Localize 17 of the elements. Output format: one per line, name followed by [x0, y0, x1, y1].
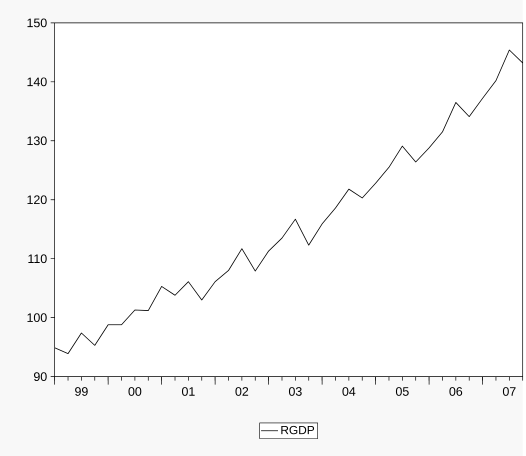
x-tick-label: 05 [396, 387, 409, 396]
x-tick-label: 99 [75, 387, 88, 396]
x-tick-label: 00 [128, 387, 142, 396]
x-tick-label: 07 [502, 387, 516, 396]
y-tick-label: 150 [27, 18, 47, 28]
x-tick-label: 02 [235, 387, 248, 396]
y-tick-label: 140 [27, 77, 47, 86]
x-tick-label: 01 [182, 387, 195, 396]
legend-label: RGDP [281, 426, 314, 434]
y-tick-label: 100 [27, 313, 47, 322]
x-tick-label: 04 [342, 387, 356, 396]
y-tick-label: 130 [27, 136, 47, 146]
y-tick-label: 120 [27, 195, 47, 204]
y-tick-label: 90 [34, 372, 47, 381]
y-tick-label: 110 [28, 254, 47, 264]
x-tick-label: 06 [449, 387, 462, 396]
x-tick-label: 03 [288, 387, 302, 396]
